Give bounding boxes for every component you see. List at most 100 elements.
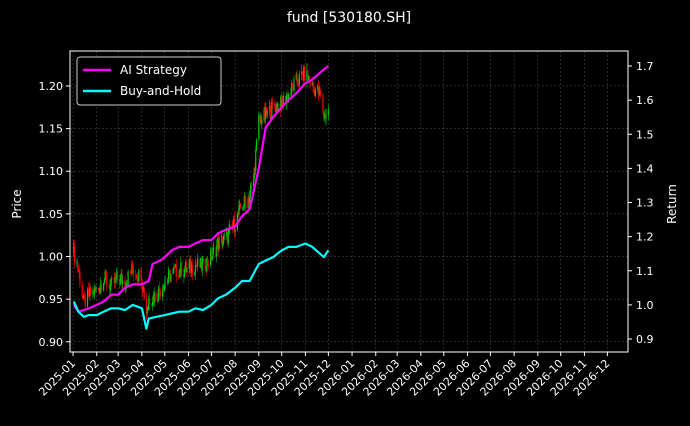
price-candle-body <box>297 82 299 85</box>
price-candle-body <box>325 115 327 119</box>
price-candle-body <box>116 272 118 280</box>
price-candle-body <box>258 114 261 120</box>
price-candle-body <box>191 264 193 275</box>
price-candle-body <box>173 267 175 269</box>
price-candle-body <box>115 277 117 280</box>
price-candle-body <box>174 264 177 268</box>
price-candle-body <box>111 278 113 279</box>
y-right-tick-label: 1.3 <box>636 197 654 210</box>
price-candle-body <box>94 287 96 291</box>
price-candle-body <box>319 87 321 94</box>
price-candle-body <box>158 287 161 292</box>
price-candle-body <box>259 116 261 120</box>
price-candle-body <box>215 247 217 257</box>
price-candle-body <box>254 168 256 171</box>
price-candle-body <box>255 150 257 171</box>
price-candle-body <box>292 85 294 91</box>
price-candle-body <box>178 269 180 278</box>
price-candle-body <box>314 87 316 96</box>
price-candle-body <box>77 262 79 269</box>
price-candle-body <box>227 231 229 244</box>
price-candle-body <box>281 95 283 101</box>
price-candle-body <box>87 288 89 291</box>
price-candle-body <box>295 73 297 79</box>
price-candle-body <box>137 279 139 282</box>
price-candle-body <box>274 104 276 108</box>
price-candle-body <box>109 285 111 290</box>
price-candle-body <box>163 285 165 292</box>
price-candle-body <box>93 290 95 296</box>
price-candle-body <box>181 261 183 277</box>
price-candle-body <box>270 116 272 120</box>
price-candle-body <box>268 105 271 111</box>
price-candle-body <box>81 284 83 297</box>
price-candle-body <box>220 236 222 239</box>
price-candle-body <box>104 271 106 281</box>
price-candle-body <box>119 275 122 284</box>
price-candle-body <box>269 105 271 120</box>
price-candle-body <box>307 69 309 80</box>
price-candle-body <box>206 258 209 265</box>
price-candle-body <box>83 295 86 297</box>
y-left-tick-label: 1.05 <box>39 208 64 221</box>
y-left-tick-label: 0.90 <box>39 336 64 349</box>
price-candle-body <box>247 198 249 209</box>
y-right-tick-label: 0.9 <box>636 333 654 346</box>
plot-frame <box>69 50 629 353</box>
price-candle-body <box>323 113 326 119</box>
price-candle-body <box>317 86 319 90</box>
price-candle-body <box>314 89 316 96</box>
price-candle-body <box>205 270 207 272</box>
price-candle-body <box>250 185 252 190</box>
price-candle-body <box>258 114 260 140</box>
price-candle-body <box>201 262 203 271</box>
price-candle-body <box>184 269 186 275</box>
price-candle-body <box>318 87 320 95</box>
price-candle-body <box>129 271 131 273</box>
price-candle-body <box>234 229 236 233</box>
price-candle-body <box>132 269 135 275</box>
y-right-tick-label: 1.2 <box>636 231 654 244</box>
price-candle-body <box>298 73 300 85</box>
price-candle-body <box>284 96 287 105</box>
price-candle-body <box>151 302 154 306</box>
legend-label: AI Strategy <box>120 63 187 77</box>
y-right-tick-label: 1.7 <box>636 60 654 73</box>
buy-and-hold-line <box>72 242 330 330</box>
price-candle-body <box>89 287 91 296</box>
price-candle-body <box>255 139 258 151</box>
price-candle-body <box>199 258 201 268</box>
price-candle-body <box>153 294 155 303</box>
ai-strategy-line <box>72 65 330 313</box>
price-candles <box>73 63 329 320</box>
price-candle-body <box>95 288 97 291</box>
price-candle-body <box>92 290 94 296</box>
price-candle-body <box>90 287 92 296</box>
price-candle-body <box>194 265 196 274</box>
price-candle-body <box>297 84 300 85</box>
price-candle-body <box>276 103 278 111</box>
price-candle-body <box>84 296 86 307</box>
y-left-tick-label: 1.15 <box>39 123 64 136</box>
price-candle-body <box>106 276 108 285</box>
price-candle-body <box>175 264 177 278</box>
price-candle-body <box>242 208 244 210</box>
legend-label: Buy-and-Hold <box>120 84 201 98</box>
price-candle-body <box>245 201 247 209</box>
price-candle-body <box>275 107 277 113</box>
price-candle-body <box>244 195 246 202</box>
price-candle-body <box>99 287 101 293</box>
price-candle-body <box>78 270 80 273</box>
price-candle-body <box>73 245 76 263</box>
price-candle-body <box>291 83 293 93</box>
price-candle-body <box>282 96 284 106</box>
price-candle-body <box>103 283 105 291</box>
price-candle-body <box>138 269 140 282</box>
price-candle-body <box>145 299 148 314</box>
y-right-tick-label: 1.0 <box>636 299 654 312</box>
price-candle-body <box>168 270 170 272</box>
price-candle-body <box>98 289 100 293</box>
price-candle-body <box>132 264 134 270</box>
price-candle-body <box>131 264 133 274</box>
